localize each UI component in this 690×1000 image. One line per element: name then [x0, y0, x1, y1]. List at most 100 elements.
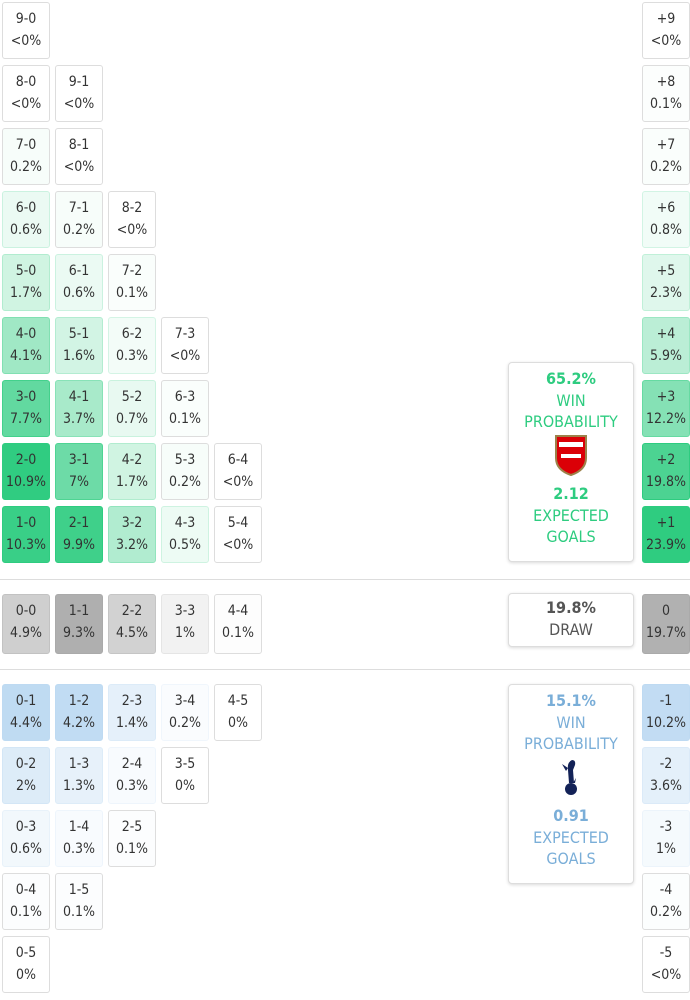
- cell-label: 9-1: [68, 74, 90, 90]
- cell-label: 3-1: [68, 452, 90, 468]
- cell-label: +4: [656, 326, 676, 342]
- score-cell: 2-4 0.3%: [108, 747, 156, 804]
- cell-prob: 5.9%: [650, 348, 682, 364]
- score-cell: 8-1 <0%: [55, 128, 103, 185]
- cell-prob: 9.9%: [63, 537, 95, 553]
- away-logo: [562, 760, 577, 795]
- cell-label: 2-0: [15, 452, 37, 468]
- home-win-pct: 65.2%: [546, 369, 596, 388]
- cell-label: 3-4: [174, 693, 196, 709]
- cell-prob: 0.1%: [10, 904, 42, 920]
- cell-prob: 2%: [16, 778, 36, 794]
- cell-label: 1-2: [68, 693, 90, 709]
- cell-prob: <0%: [63, 96, 95, 112]
- cell-label: 2-3: [121, 693, 143, 709]
- score-cell: 7-1 0.2%: [55, 191, 103, 248]
- score-cell: +1 23.9%: [642, 506, 690, 563]
- score-cell: 7-2 0.1%: [108, 254, 156, 311]
- score-cell: 1-4 0.3%: [55, 810, 103, 867]
- score-cell: +5 2.3%: [642, 254, 690, 311]
- cell-prob: 0.1%: [222, 625, 254, 641]
- score-cell: -5 <0%: [642, 936, 690, 993]
- cell-prob: 10.9%: [5, 474, 46, 490]
- cell-prob: 0.3%: [63, 841, 95, 857]
- cell-label: 3-2: [121, 515, 143, 531]
- away-xg-label: EXPECTED GOALS: [533, 828, 609, 868]
- cell-label: +2: [656, 452, 676, 468]
- cell-prob: 0.2%: [10, 159, 42, 175]
- away-win-label: WIN PROBABILITY: [524, 713, 618, 753]
- cell-label: -4: [659, 882, 673, 898]
- score-cell: 5-0 1.7%: [2, 254, 50, 311]
- away-card: 15.1% WIN PROBABILITY 0.91 EXPECTED GOAL…: [508, 684, 634, 884]
- cell-label: 7-2: [121, 263, 143, 279]
- cell-label: 1-3: [68, 756, 90, 772]
- cell-prob: 3.7%: [63, 411, 95, 427]
- cell-label: 0: [661, 603, 670, 619]
- cell-label: 6-2: [121, 326, 143, 342]
- score-cell: 1-5 0.1%: [55, 873, 103, 930]
- cell-label: 4-2: [121, 452, 143, 468]
- home-logo: [555, 435, 587, 477]
- cell-prob: 1.4%: [116, 715, 148, 731]
- cell-prob: 0.1%: [169, 411, 201, 427]
- score-cell: +2 19.8%: [642, 443, 690, 500]
- score-cell: +4 5.9%: [642, 317, 690, 374]
- draw-pct: 19.8%: [546, 598, 596, 617]
- score-cell: 6-1 0.6%: [55, 254, 103, 311]
- score-cell: 4-1 3.7%: [55, 380, 103, 437]
- cell-label: 1-0: [15, 515, 37, 531]
- home-xg-label: EXPECTED GOALS: [533, 506, 609, 546]
- score-cell: 2-3 1.4%: [108, 684, 156, 741]
- cell-label: 0-1: [15, 693, 37, 709]
- cell-label: 6-3: [174, 389, 196, 405]
- score-cell: +8 0.1%: [642, 65, 690, 122]
- score-cell: 1-2 4.2%: [55, 684, 103, 741]
- cell-prob: <0%: [650, 33, 682, 49]
- score-cell: 2-0 10.9%: [2, 443, 50, 500]
- cell-prob: 7%: [69, 474, 89, 490]
- cell-prob: <0%: [10, 96, 42, 112]
- cell-label: 0-2: [15, 756, 37, 772]
- score-cell: 8-0 <0%: [2, 65, 50, 122]
- cell-prob: <0%: [116, 222, 148, 238]
- cell-label: +8: [656, 74, 676, 90]
- cell-prob: <0%: [10, 33, 42, 49]
- cell-label: 3-5: [174, 756, 196, 772]
- away-xg: 0.91: [553, 806, 589, 825]
- score-cell: 6-3 0.1%: [161, 380, 209, 437]
- cell-prob: 0%: [175, 778, 195, 794]
- cell-prob: 1%: [656, 841, 676, 857]
- cell-label: +6: [656, 200, 676, 216]
- draw-card: 19.8% DRAW: [508, 593, 634, 647]
- cell-label: 5-2: [121, 389, 143, 405]
- cell-prob: 7.7%: [10, 411, 42, 427]
- cell-prob: 0.3%: [116, 348, 148, 364]
- cell-label: -2: [659, 756, 673, 772]
- score-cell: 8-2 <0%: [108, 191, 156, 248]
- cell-label: 8-2: [121, 200, 143, 216]
- cell-label: 7-1: [68, 200, 90, 216]
- home-card: 65.2% WIN PROBABILITY 2.12 EXPECTED GOAL…: [508, 362, 634, 562]
- score-cell: 0-1 4.4%: [2, 684, 50, 741]
- cell-prob: 0.1%: [63, 904, 95, 920]
- score-cell: +6 0.8%: [642, 191, 690, 248]
- score-cell: 4-5 0%: [214, 684, 262, 741]
- cell-label: 2-2: [121, 603, 143, 619]
- score-cell: 2-1 9.9%: [55, 506, 103, 563]
- cell-prob: 10.3%: [5, 537, 46, 553]
- draw-label: DRAW: [549, 620, 593, 639]
- score-cell: 4-3 0.5%: [161, 506, 209, 563]
- score-cell: 2-2 4.5%: [108, 594, 156, 654]
- score-cell: 1-0 10.3%: [2, 506, 50, 563]
- cell-prob: 4.1%: [10, 348, 42, 364]
- cell-label: 8-1: [68, 137, 90, 153]
- cell-label: +1: [656, 515, 676, 531]
- cell-label: 5-3: [174, 452, 196, 468]
- cell-label: 5-4: [227, 515, 249, 531]
- cell-label: +7: [656, 137, 676, 153]
- cell-prob: 4.2%: [63, 715, 95, 731]
- cell-prob: 19.8%: [645, 474, 686, 490]
- score-cell: 3-5 0%: [161, 747, 209, 804]
- cell-label: 0-0: [15, 603, 37, 619]
